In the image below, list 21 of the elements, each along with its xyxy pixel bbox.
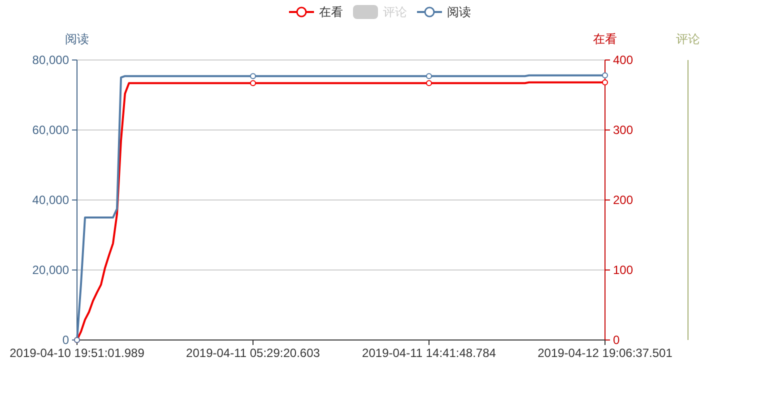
y-axis-title: 阅读 bbox=[65, 32, 89, 46]
y-tick-label: 80,000 bbox=[32, 53, 70, 67]
x-tick-label: 2019-04-11 05:29:20.603 bbox=[186, 346, 320, 360]
y-tick-label: 20,000 bbox=[32, 263, 70, 277]
axis-y: 0 20,000 40,000 60,000 80,000 阅读 bbox=[32, 32, 89, 347]
y-tick-label: 60,000 bbox=[32, 123, 70, 137]
x-tick-label: 2019-04-10 19:51:01.989 bbox=[10, 346, 145, 360]
y-tick-label: 40,000 bbox=[32, 193, 70, 207]
axis-y3: 评论 bbox=[676, 32, 700, 340]
y2-tick-label: 0 bbox=[613, 333, 620, 347]
y3-axis-title: 评论 bbox=[676, 32, 700, 46]
y2-tick-label: 300 bbox=[613, 123, 634, 137]
y-tick-label: 0 bbox=[62, 333, 70, 347]
y2-tick-label: 200 bbox=[613, 193, 634, 207]
y2-tick-label: 400 bbox=[613, 53, 634, 67]
y2-tick-label: 100 bbox=[613, 263, 634, 277]
legend-label: 阅读 bbox=[447, 5, 471, 19]
x-tick-label: 2019-04-11 14:41:48.784 bbox=[362, 346, 496, 360]
y2-axis-title: 在看 bbox=[593, 32, 617, 46]
x-tick-label: 2019-04-12 19:06:37.501 bbox=[538, 346, 673, 360]
legend-label: 在看 bbox=[319, 5, 343, 19]
